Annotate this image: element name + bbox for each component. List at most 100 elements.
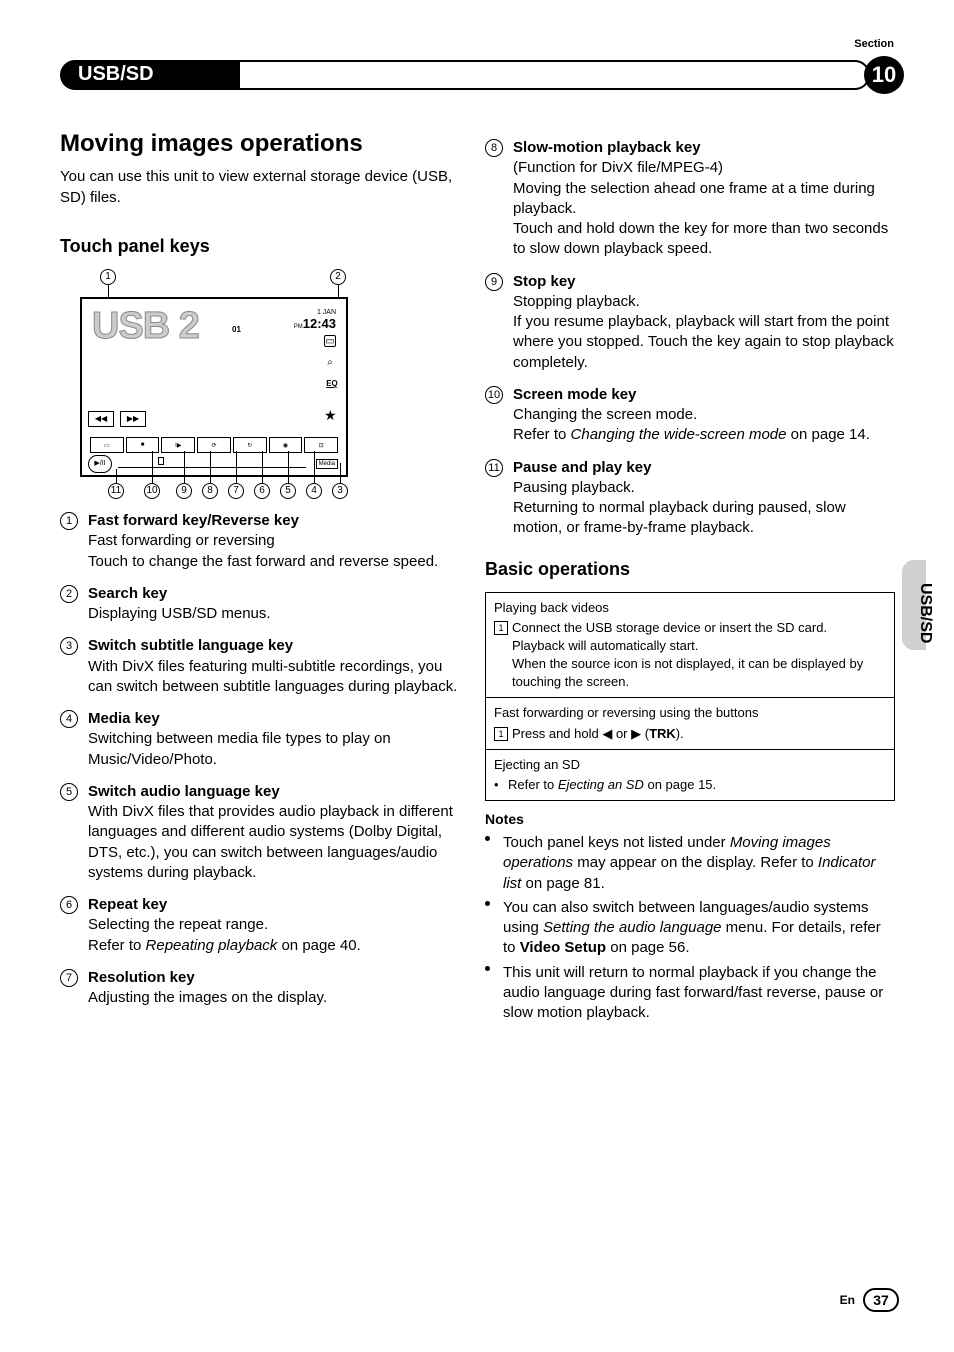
key-body: Pause and play key Pausing playback.Retur… — [513, 458, 895, 539]
notes-list: Touch panel keys not listed under Moving… — [485, 833, 895, 1023]
left-column: Moving images operations You can use thi… — [60, 130, 460, 1027]
star-icon: ★ — [324, 407, 336, 419]
btn-c: I▶ — [161, 437, 195, 453]
btn-a: ▭ — [90, 437, 124, 453]
play-pause-button: ▶/II — [88, 455, 112, 473]
note-item: This unit will return to normal playback… — [485, 963, 895, 1024]
key-item: 4 Media key Switching between media file t… — [60, 709, 460, 770]
key-body: Search keyDisplaying USB/SD menus. — [88, 584, 460, 625]
content-area: Moving images operations You can use thi… — [60, 130, 895, 1027]
page-footer: En 37 — [840, 1288, 899, 1312]
key-title: Slow-motion playback key — [513, 139, 701, 156]
key-title: Fast forward key/Reverse key — [88, 512, 299, 529]
forward-button: ▶▶ — [120, 411, 146, 427]
callout-1: 1 — [100, 269, 116, 285]
callout-8: 8 — [202, 483, 218, 499]
key-title: Switch audio language key — [88, 783, 280, 800]
date-pm: PM — [294, 324, 303, 330]
key-desc: Displaying USB/SD menus. — [88, 605, 271, 622]
touch-panel-heading: Touch panel keys — [60, 236, 460, 257]
callout-11: 11 — [108, 483, 124, 499]
key-body: Fast forward key/Reverse key Fast forward… — [88, 511, 460, 572]
key-num-circle: 4 — [60, 710, 78, 728]
date-top: 1 JAN — [317, 309, 336, 316]
callout-10: 10 — [144, 483, 160, 499]
key-body: Screen mode key Changing the screen mode.… — [513, 385, 895, 446]
right-column: 8 Slow-motion playback key(Function for D… — [485, 130, 895, 1027]
key-body: Switch subtitle language keyWith DivX fi… — [88, 636, 460, 697]
key-desc: Changing the screen mode.Refer to Changi… — [513, 406, 870, 443]
key-num-circle: 7 — [60, 969, 78, 987]
key-title: Pause and play key — [513, 459, 651, 476]
key-item: 3 Switch subtitle language keyWith DivX f… — [60, 636, 460, 697]
callout-6: 6 — [254, 483, 270, 499]
key-list-left: 1Fast forward key/Reverse keyFast forwar… — [60, 511, 460, 1008]
callout-line-9 — [184, 451, 185, 483]
key-title: Screen mode key — [513, 386, 636, 403]
key-num-circle: 9 — [485, 273, 503, 291]
callout-line-7 — [236, 451, 237, 483]
page-number: 37 — [863, 1288, 899, 1312]
section-number-badge: 10 — [864, 56, 904, 94]
key-desc: Adjusting the images on the display. — [88, 989, 327, 1006]
note-item: Touch panel keys not listed under Moving… — [485, 833, 895, 894]
key-title: Resolution key — [88, 969, 195, 986]
key-num-circle: 3 — [60, 637, 78, 655]
diagram-date: 1 JAN PM12:43 — [294, 309, 336, 331]
ops-cell: Ejecting an SD•Refer to Ejecting an SD o… — [486, 750, 894, 800]
callout-3: 3 — [332, 483, 348, 499]
ops-cell: Playing back videos1Connect the USB stor… — [486, 593, 894, 699]
key-desc: Switching between media file types to pl… — [88, 730, 391, 767]
side-tab-text: USB/SD — [916, 583, 934, 643]
key-body: Stop key Stopping playback.If you resume … — [513, 272, 895, 373]
key-item: 8 Slow-motion playback key(Function for D… — [485, 138, 895, 260]
callout-line-4 — [314, 451, 315, 483]
ops-cell: Fast forwarding or reversing using the b… — [486, 698, 894, 749]
key-num-circle: 6 — [60, 896, 78, 914]
diagram-screen: USB 2 1 JAN PM12:43 01 ▭ ⌕ EQ ★ ◀◀ ▶▶ ▭ … — [80, 297, 348, 477]
intro-text: You can use this unit to view external s… — [60, 166, 460, 208]
key-title: Stop key — [513, 273, 576, 290]
key-item: 5 Switch audio language key With DivX file… — [60, 782, 460, 883]
key-item: 9 Stop key Stopping playback.If you resume… — [485, 272, 895, 373]
ops-table: Playing back videos1Connect the USB stor… — [485, 592, 895, 802]
callout-line-10 — [152, 451, 153, 483]
callout-line-6 — [262, 451, 263, 483]
key-desc: Selecting the repeat range.Refer to Repe… — [88, 916, 361, 953]
key-item: 7 Resolution key Adjusting the images on t… — [60, 968, 460, 1009]
callout-5: 5 — [280, 483, 296, 499]
key-item: 10 Screen mode key Changing the screen mod… — [485, 385, 895, 446]
key-title: Media key — [88, 710, 160, 727]
key-item: 6 Repeat keySelecting the repeat range.Re… — [60, 895, 460, 956]
usb-label: USB 2 — [92, 305, 199, 348]
eq-icon: EQ — [326, 379, 338, 391]
key-body: Slow-motion playback key(Function for Di… — [513, 138, 895, 260]
btn-d: ⟳ — [197, 437, 231, 453]
key-desc: With DivX files that provides audio play… — [88, 803, 453, 881]
diagram-button-row: ▭ ■ I▶ ⟳ ↻ ◉ ⊡ — [90, 437, 338, 453]
key-num-circle: 2 — [60, 585, 78, 603]
btn-f: ◉ — [269, 437, 303, 453]
media-button: Media — [316, 459, 338, 469]
diagram-track: 01 — [232, 325, 241, 334]
key-item: 1Fast forward key/Reverse keyFast forwar… — [60, 511, 460, 572]
key-item: 2 Search keyDisplaying USB/SD menus. — [60, 584, 460, 625]
callout-line-11 — [116, 469, 117, 483]
diagram-time: 12:43 — [303, 316, 336, 331]
progress-handle — [158, 457, 164, 465]
callout-line-5 — [288, 451, 289, 483]
key-desc: Fast forwarding or reversingTouch to cha… — [88, 532, 438, 569]
key-desc: Stopping playback.If you resume playback… — [513, 293, 894, 371]
progress-bar — [118, 460, 306, 468]
btn-b: ■ — [126, 437, 160, 453]
callout-line-3 — [340, 463, 341, 483]
callout-2: 2 — [330, 269, 346, 285]
note-item: You can also switch between languages/au… — [485, 898, 895, 959]
header-line — [230, 60, 870, 90]
key-body: Switch audio language key With DivX files… — [88, 782, 460, 883]
key-desc: Pausing playback.Returning to normal pla… — [513, 479, 846, 537]
key-num-circle: 8 — [485, 139, 503, 157]
key-num-circle: 10 — [485, 386, 503, 404]
key-body: Repeat keySelecting the repeat range.Ref… — [88, 895, 460, 956]
key-num-circle: 5 — [60, 783, 78, 801]
